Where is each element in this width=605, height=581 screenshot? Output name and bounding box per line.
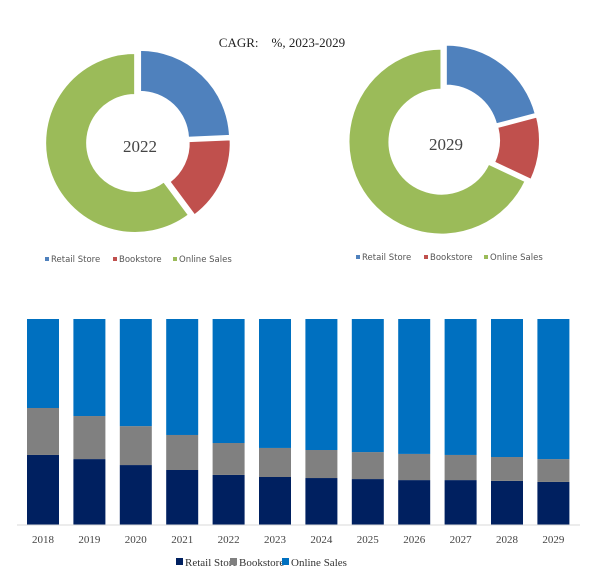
bar-2022-bookstore xyxy=(212,443,245,475)
bar-2021-bookstore xyxy=(166,434,199,470)
bar-2026-retail-store xyxy=(398,480,431,525)
bar-2028-bookstore xyxy=(491,457,523,481)
donut-slice-2029-online-sales xyxy=(347,47,527,236)
x-tick-label: 2025 xyxy=(357,534,380,546)
bar-2019-online-sales xyxy=(73,319,106,417)
legend-label: Retail Store xyxy=(362,253,411,263)
bar-2019-retail-store xyxy=(73,459,106,525)
legend-swatch xyxy=(176,558,183,565)
bar-2018-bookstore xyxy=(27,407,59,455)
x-tick-label: 2021 xyxy=(171,534,193,546)
legend-label: Bookstore xyxy=(239,557,284,569)
bar-2029-retail-store xyxy=(537,481,570,525)
bar-2018-online-sales xyxy=(27,319,59,408)
bar-2025-bookstore xyxy=(351,452,384,480)
bar-2021-retail-store xyxy=(166,469,199,525)
bar-2020-retail-store xyxy=(119,465,152,525)
x-tick-label: 2028 xyxy=(496,534,519,546)
legend-swatch xyxy=(484,255,488,259)
bar-2026-online-sales xyxy=(398,319,431,454)
legend-swatch xyxy=(173,257,177,261)
legend-label: Online Sales xyxy=(490,253,543,263)
bar-2022-retail-store xyxy=(212,474,245,525)
bar-2022-online-sales xyxy=(212,319,245,444)
bar-2025-online-sales xyxy=(351,319,384,453)
bar-2018-retail-store xyxy=(27,454,59,525)
legend-swatch xyxy=(45,257,49,261)
bar-2027-online-sales xyxy=(444,319,477,455)
legend-swatch xyxy=(356,255,360,259)
donut-slice-2029-bookstore xyxy=(492,115,541,182)
donut-2029-center-label: 2029 xyxy=(429,135,463,154)
x-tick-label: 2027 xyxy=(450,534,473,546)
x-tick-label: 2020 xyxy=(125,534,148,546)
bar-2028-retail-store xyxy=(491,480,523,525)
bar-2024-bookstore xyxy=(305,450,338,479)
donut-slice-2022-retail-store xyxy=(139,48,232,139)
donut-slice-2022-online-sales xyxy=(44,51,191,234)
donut-slice-2029-retail-store xyxy=(444,43,537,126)
legend-label: Bookstore xyxy=(119,255,162,265)
legend-swatch xyxy=(282,558,289,565)
legend-swatch xyxy=(424,255,428,259)
donut-2029-legend: Retail Store Bookstore Online Sales xyxy=(356,253,543,263)
chart-title: CAGR: %, 2023-2029 xyxy=(219,35,345,50)
legend-label: Retail Store xyxy=(51,255,100,265)
bar-2024-online-sales xyxy=(305,319,338,451)
bar-2027-bookstore xyxy=(444,454,477,481)
stacked-bars: 2018 2019 2020 2021 2022 2023 2024 2025 2026 2027… xyxy=(27,319,570,546)
bar-2025-retail-store xyxy=(351,479,384,525)
legend-label: Bookstore xyxy=(430,253,473,263)
bar-2021-online-sales xyxy=(166,319,199,435)
bar-2026-bookstore xyxy=(398,453,431,481)
legend-label: Online Sales xyxy=(291,557,347,569)
bar-2020-online-sales xyxy=(119,319,152,427)
bar-legend: Retail Store Bookstore Online Sales xyxy=(176,557,347,569)
legend-swatch xyxy=(230,558,237,565)
x-tick-label: 2019 xyxy=(78,534,101,546)
x-tick-label: 2023 xyxy=(264,534,287,546)
x-tick-label: 2022 xyxy=(218,534,240,546)
donut-2022-legend: Retail Store Bookstore Online Sales xyxy=(45,255,232,265)
bar-2028-online-sales xyxy=(491,319,523,458)
x-tick-label: 2029 xyxy=(542,534,565,546)
x-tick-label: 2026 xyxy=(403,534,426,546)
bar-2023-bookstore xyxy=(259,447,291,478)
legend-swatch xyxy=(113,257,117,261)
bar-2029-bookstore xyxy=(537,459,570,482)
bar-2023-retail-store xyxy=(259,477,291,525)
bar-2023-online-sales xyxy=(259,319,291,448)
donut-2022-center-label: 2022 xyxy=(123,137,157,156)
donut-slice-2022-bookstore xyxy=(168,138,232,217)
x-tick-label: 2018 xyxy=(32,534,55,546)
bar-2027-retail-store xyxy=(444,480,477,525)
bar-2019-bookstore xyxy=(73,416,106,460)
legend-label: Online Sales xyxy=(179,255,232,265)
legend-label: Retail Store xyxy=(185,557,237,569)
bar-2024-retail-store xyxy=(305,478,338,525)
x-tick-label: 2024 xyxy=(310,534,333,546)
bar-2029-online-sales xyxy=(537,319,570,460)
bar-2020-bookstore xyxy=(119,426,152,466)
